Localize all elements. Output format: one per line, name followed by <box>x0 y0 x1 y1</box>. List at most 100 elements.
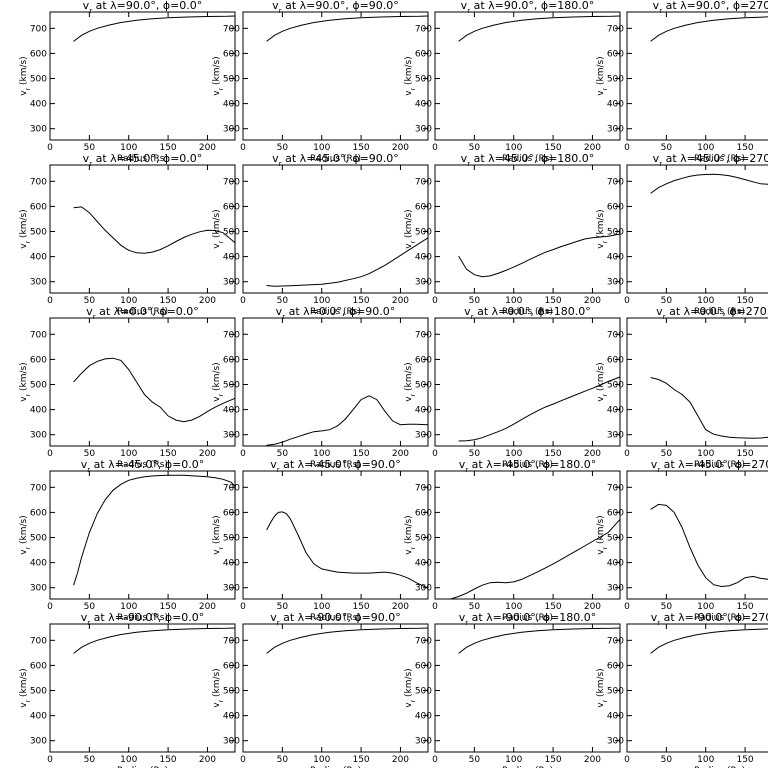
y-tick-label: 500 <box>30 381 47 391</box>
y-tick-label: 700 <box>30 177 47 187</box>
y-tick-label: 600 <box>223 661 240 671</box>
y-tick-label: 400 <box>30 406 47 416</box>
panel-lat-90.0-lon-270.0: vr at λ=90.0°, ϕ=270.0°05010015020030040… <box>596 0 768 164</box>
x-tick-label: 150 <box>352 143 369 153</box>
x-tick-label: 50 <box>277 602 289 612</box>
panel-title: vr at λ=-45.0°, ϕ=270.0° <box>651 458 768 474</box>
x-tick-label: 150 <box>544 602 561 612</box>
y-tick-label: 700 <box>30 330 47 340</box>
x-tick-label: 200 <box>199 296 216 306</box>
panel-lat--45.0-lon-0.0: vr at λ=-45.0°, ϕ=0.0° 0 50 100 150 200 300 400… <box>19 458 236 623</box>
series-line <box>73 206 236 254</box>
x-axis-label: Radius (Rs) <box>117 307 168 317</box>
y-tick-label: 600 <box>415 49 432 59</box>
x-tick-label: 50 <box>661 143 673 153</box>
panel-lat--90.0-lon-0.0: vr at λ=-90.0°, ϕ=0.0° 0 50 100 150 200 300 400… <box>19 611 236 768</box>
plot-frame <box>242 317 429 447</box>
y-tick-label: 600 <box>415 508 432 518</box>
x-tick-label: 0 <box>240 449 246 459</box>
series-line <box>266 511 429 589</box>
y-tick-label: 700 <box>30 636 47 646</box>
plot-frame <box>49 623 236 753</box>
series-line <box>458 627 621 654</box>
y-tick-label: 500 <box>607 687 624 697</box>
y-axis-label: vr (km/s) <box>596 362 609 401</box>
plot-frame <box>242 623 429 753</box>
x-tick-label: 150 <box>352 449 369 459</box>
y-axis-label: vr (km/s) <box>19 668 32 707</box>
y-axis-label: vr (km/s) <box>404 515 417 554</box>
x-tick-label: 200 <box>392 602 409 612</box>
x-tick-label: 100 <box>313 143 330 153</box>
x-tick-label: 200 <box>584 602 601 612</box>
x-tick-label: 100 <box>120 296 137 306</box>
panel-lat-0.0-lon-180.0: vr at λ=0.0°, ϕ=180.0° 0 50 100 150 200 300 400… <box>404 305 621 470</box>
y-tick-label: 300 <box>223 431 240 441</box>
y-tick-label: 300 <box>607 584 624 594</box>
x-tick-label: 0 <box>240 143 246 153</box>
x-tick-label: 200 <box>392 755 409 765</box>
series-line <box>650 377 768 439</box>
panel-lat-0.0-lon-0.0: vr at λ=0.0°, ϕ=0.0° 0 50 100 150 200 300 400 50… <box>19 305 236 470</box>
y-axis-label: vr (km/s) <box>212 668 225 707</box>
x-tick-label: 150 <box>352 755 369 765</box>
y-tick-label: 400 <box>607 100 624 110</box>
y-tick-label: 400 <box>223 406 240 416</box>
y-tick-label: 600 <box>415 661 432 671</box>
series-line <box>266 627 429 654</box>
y-tick-label: 400 <box>415 406 432 416</box>
panel-lat-0.0-lon-90.0: vr at λ=0.0°, ϕ=90.0° 0 50 100 150 200 300 400 5… <box>212 305 429 470</box>
y-tick-label: 300 <box>223 584 240 594</box>
y-tick-label: 400 <box>607 559 624 569</box>
y-tick-label: 400 <box>223 253 240 263</box>
x-tick-label: 50 <box>661 296 673 306</box>
x-tick-label: 50 <box>277 449 289 459</box>
x-tick-label: 0 <box>432 755 438 765</box>
plot-frame <box>434 317 621 447</box>
x-tick-label: 50 <box>469 143 481 153</box>
x-tick-label: 0 <box>47 755 53 765</box>
plot-frame <box>434 470 621 600</box>
y-tick-label: 700 <box>223 330 240 340</box>
panel-title: vr at λ=0.0°, ϕ=270.0° <box>656 305 768 321</box>
plot-frame <box>242 470 429 600</box>
y-tick-label: 600 <box>223 355 240 365</box>
plot-frame <box>49 470 236 600</box>
series-line <box>73 627 236 654</box>
x-tick-label: 100 <box>697 449 714 459</box>
x-tick-label: 200 <box>392 296 409 306</box>
x-tick-label: 0 <box>47 296 53 306</box>
y-tick-label: 400 <box>415 559 432 569</box>
y-tick-label: 600 <box>607 661 624 671</box>
panel-lat-45.0-lon-90.0: vr at λ=45.0°, ϕ=90.0° 0 50 100 150 200 300 400… <box>212 152 429 317</box>
y-tick-label: 700 <box>415 483 432 493</box>
x-axis-label: Radius (Rs) <box>310 613 361 623</box>
x-tick-label: 100 <box>505 143 522 153</box>
y-tick-label: 300 <box>415 125 432 135</box>
series-line <box>73 357 236 423</box>
y-tick-label: 600 <box>607 355 624 365</box>
y-tick-label: 400 <box>607 406 624 416</box>
x-tick-label: 100 <box>313 755 330 765</box>
panel-title: vr at λ=90.0°, ϕ=0.0° <box>83 0 203 15</box>
y-tick-label: 500 <box>415 381 432 391</box>
y-tick-label: 300 <box>30 737 47 747</box>
x-tick-label: 200 <box>584 143 601 153</box>
y-tick-label: 600 <box>607 202 624 212</box>
x-tick-label: 0 <box>240 602 246 612</box>
x-axis-label: Radius (Rs) <box>502 154 553 164</box>
y-tick-label: 500 <box>607 75 624 85</box>
series-line <box>450 519 621 600</box>
x-tick-label: 100 <box>505 602 522 612</box>
y-tick-label: 400 <box>607 712 624 722</box>
panel-title: vr at λ=45.0°, ϕ=90.0° <box>272 152 399 168</box>
y-axis-label: vr (km/s) <box>404 668 417 707</box>
y-tick-label: 400 <box>223 712 240 722</box>
plot-frame <box>49 164 236 294</box>
series-line <box>650 628 768 654</box>
y-tick-label: 400 <box>607 253 624 263</box>
y-tick-label: 600 <box>223 202 240 212</box>
x-tick-label: 100 <box>505 755 522 765</box>
x-tick-label: 200 <box>199 602 216 612</box>
x-tick-label: 200 <box>199 143 216 153</box>
